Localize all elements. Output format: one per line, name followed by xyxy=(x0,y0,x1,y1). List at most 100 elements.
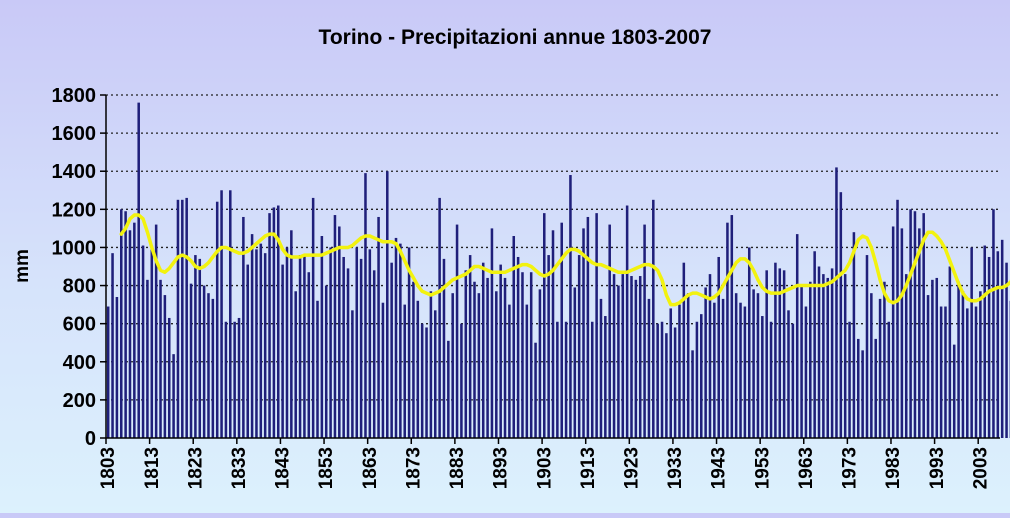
bar-1877 xyxy=(430,291,433,438)
bar-1861 xyxy=(360,259,363,438)
bar-1894 xyxy=(504,278,507,438)
bar-1969 xyxy=(831,268,834,438)
bar-1930 xyxy=(661,322,664,438)
bar-1966 xyxy=(818,267,821,439)
bar-1935 xyxy=(683,263,686,438)
bar-1920 xyxy=(617,286,620,438)
bar-1982 xyxy=(888,322,891,438)
x-tick-label-1973: 1973 xyxy=(840,447,861,489)
bar-2002 xyxy=(975,307,978,438)
x-tick-label-1923: 1923 xyxy=(622,447,643,489)
bar-1824 xyxy=(199,259,202,438)
bar-1870 xyxy=(399,244,402,438)
bar-1958 xyxy=(783,270,786,438)
bar-1887 xyxy=(473,282,476,438)
x-tick-label-1913: 1913 xyxy=(578,447,599,489)
bar-1828 xyxy=(216,202,219,438)
x-tick-label-1883: 1883 xyxy=(447,447,468,489)
bar-1953 xyxy=(761,316,764,438)
bar-1848 xyxy=(303,255,306,438)
bar-1977 xyxy=(866,255,869,438)
y-tick-label-0: 0 xyxy=(85,428,96,450)
bar-1986 xyxy=(905,274,908,438)
bar-1898 xyxy=(521,272,524,438)
bar-2009 xyxy=(1005,263,1008,438)
bar-1890 xyxy=(486,278,489,438)
bar-1864 xyxy=(373,270,376,438)
bar-1918 xyxy=(608,225,611,438)
x-tick-label-1983: 1983 xyxy=(883,447,904,489)
bar-1923 xyxy=(630,276,633,438)
x-tick-label-1843: 1843 xyxy=(273,447,294,489)
bar-1884 xyxy=(460,324,463,438)
bar-1882 xyxy=(451,293,454,438)
bar-1805 xyxy=(116,297,119,438)
bar-1926 xyxy=(643,225,646,438)
bar-1902 xyxy=(539,289,542,438)
trend-line xyxy=(121,215,1010,305)
x-tick-label-1803: 1803 xyxy=(98,447,119,489)
bar-2006 xyxy=(992,209,995,438)
bar-2003 xyxy=(979,291,982,438)
bar-1948 xyxy=(739,303,742,438)
bar-1891 xyxy=(491,228,494,438)
bar-1949 xyxy=(744,307,747,438)
x-tick-label-1823: 1823 xyxy=(185,447,206,489)
bar-1987 xyxy=(909,209,912,438)
bar-1945 xyxy=(726,223,729,438)
x-tick-label-1853: 1853 xyxy=(316,447,337,489)
bar-1970 xyxy=(835,167,838,438)
bar-1881 xyxy=(447,341,450,438)
y-axis-label: mm xyxy=(12,249,33,283)
bar-1931 xyxy=(665,333,668,438)
bar-1866 xyxy=(382,303,385,438)
bar-1897 xyxy=(517,257,520,438)
bar-1991 xyxy=(927,295,930,438)
bar-1825 xyxy=(203,286,206,438)
bar-1962 xyxy=(800,286,803,438)
bar-1976 xyxy=(861,350,864,438)
bar-1889 xyxy=(482,263,485,438)
bar-1933 xyxy=(674,327,677,438)
bar-1921 xyxy=(622,274,625,438)
bar-1932 xyxy=(669,308,672,438)
x-tick-label-1953: 1953 xyxy=(752,447,773,489)
bar-1960 xyxy=(792,324,795,438)
bar-1845 xyxy=(290,230,293,438)
bar-1833 xyxy=(238,318,241,438)
y-tick-label-800: 800 xyxy=(63,276,96,298)
bar-1938 xyxy=(696,322,699,438)
bar-1849 xyxy=(308,272,311,438)
bar-1980 xyxy=(879,299,882,438)
bar-1911 xyxy=(578,255,581,438)
bar-1831 xyxy=(229,190,232,438)
bar-1819 xyxy=(177,200,180,438)
bar-1908 xyxy=(565,322,568,438)
bar-1888 xyxy=(478,293,481,438)
bar-1904 xyxy=(547,255,550,438)
bar-1916 xyxy=(600,299,603,438)
bar-1964 xyxy=(809,282,812,438)
bar-1961 xyxy=(796,234,799,438)
bar-1851 xyxy=(316,301,319,438)
bar-1979 xyxy=(874,339,877,438)
bar-1928 xyxy=(652,200,655,438)
bar-1865 xyxy=(377,217,380,438)
bar-2001 xyxy=(970,247,973,438)
bar-1992 xyxy=(931,280,934,438)
y-tick-label-400: 400 xyxy=(63,352,96,374)
bar-1913 xyxy=(587,217,590,438)
bar-2004 xyxy=(983,246,986,438)
bar-1954 xyxy=(765,270,768,438)
bar-1817 xyxy=(168,318,171,438)
bar-1844 xyxy=(286,247,289,438)
bar-1996 xyxy=(949,267,952,439)
bar-1871 xyxy=(403,305,406,438)
bar-1951 xyxy=(752,289,755,438)
bar-1874 xyxy=(417,301,420,438)
y-tick-label-1400: 1400 xyxy=(52,161,97,183)
bar-1867 xyxy=(386,171,389,438)
bar-2007 xyxy=(997,251,1000,438)
bar-1919 xyxy=(613,274,616,438)
